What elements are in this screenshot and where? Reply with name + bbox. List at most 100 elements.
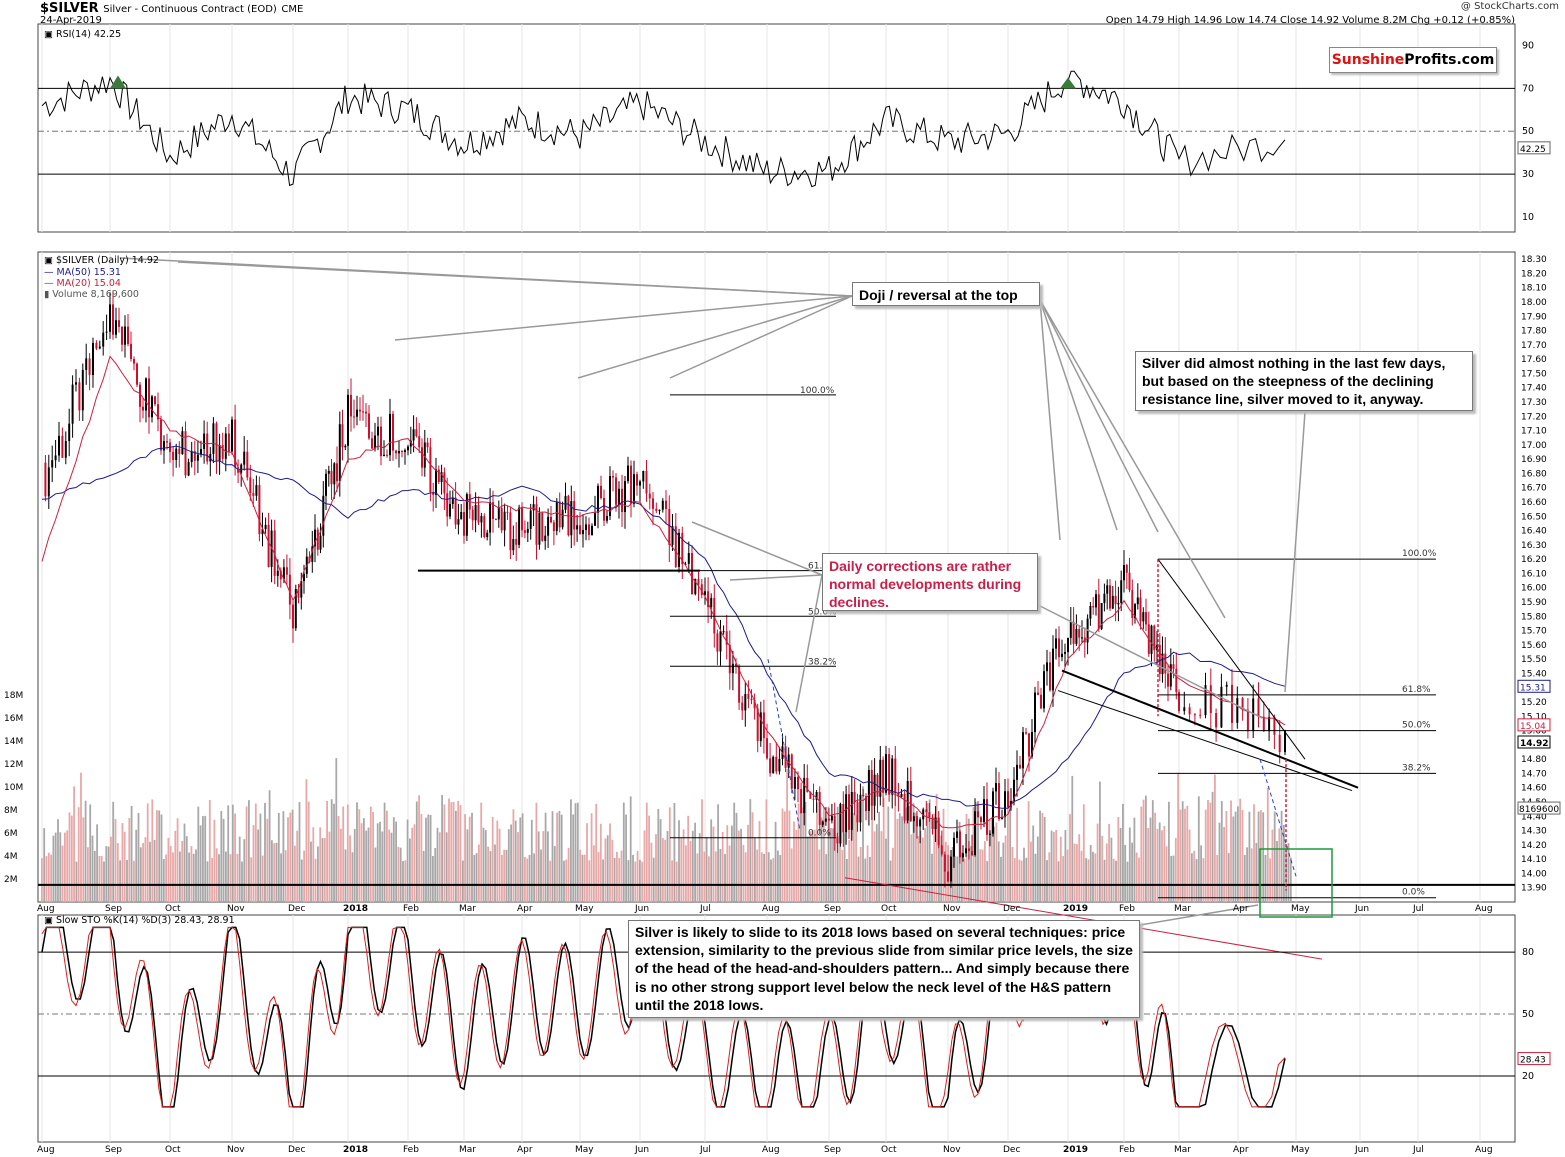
price-candle-body — [738, 665, 741, 703]
volume-bar — [473, 854, 476, 902]
volume-bar — [648, 815, 650, 902]
volume-bar — [468, 816, 471, 902]
price-candle-body — [965, 848, 967, 854]
volume-tick-label: 18M — [4, 691, 23, 701]
volume-bar — [1234, 811, 1237, 902]
price-candle-body — [839, 804, 842, 844]
volume-bar — [1000, 856, 1002, 902]
volume-bar — [1036, 836, 1039, 902]
volume-bar — [595, 803, 598, 902]
volume-bar — [988, 819, 991, 902]
sto-x-tick: Aug — [1475, 1145, 1493, 1155]
volume-bar — [478, 844, 480, 902]
price-candle-body — [437, 469, 440, 482]
volume-bar — [1020, 860, 1023, 902]
price-candle-body — [58, 435, 60, 456]
price-x-tick: Feb — [403, 904, 419, 914]
callout-leader-daily — [691, 521, 823, 576]
volume-bar — [169, 845, 172, 902]
volume-bar — [328, 831, 331, 902]
price-candle-body — [1169, 664, 1172, 687]
rsi-tick-label: 90 — [1522, 40, 1534, 51]
volume-bar — [312, 827, 315, 902]
volume-bar — [908, 806, 910, 902]
price-tick-label: 18.00 — [1521, 298, 1547, 308]
volume-bar — [1032, 825, 1035, 902]
price-candle-body — [142, 406, 144, 411]
volume-bar — [261, 855, 264, 902]
volume-bar — [859, 847, 862, 902]
price-candle-body — [731, 663, 734, 674]
volume-bar — [714, 851, 717, 902]
volume-bar — [110, 836, 112, 902]
price-candle-body — [968, 848, 970, 852]
red-trendline — [844, 877, 1323, 960]
price-candle-body — [600, 485, 602, 499]
price-candle-body — [922, 809, 925, 820]
price-x-tick: Mar — [459, 904, 476, 914]
volume-bar — [135, 829, 138, 902]
price-candle-body — [480, 516, 483, 523]
volume-bar — [889, 860, 892, 902]
price-candle-body — [919, 819, 922, 827]
price-candle-body — [597, 485, 599, 513]
volume-bar — [641, 861, 644, 902]
volume-bar — [489, 851, 492, 902]
price-candle-body — [903, 793, 906, 821]
volume-bar — [855, 815, 857, 902]
volume-bar — [1220, 801, 1223, 902]
volume-bar — [643, 830, 646, 902]
volume-bar — [1027, 801, 1030, 902]
price-candle-body — [722, 631, 725, 633]
price-candle-body — [642, 471, 645, 482]
projection-line — [767, 659, 801, 831]
price-candle-body — [1037, 692, 1039, 695]
price-candle-body — [1061, 653, 1063, 657]
volume-bar — [839, 811, 841, 902]
volume-bar — [717, 804, 719, 902]
fib-right-label: 61.8% — [1402, 685, 1431, 695]
price-candle-body — [891, 758, 894, 795]
volume-bar — [593, 845, 595, 902]
price-candle-body — [956, 831, 958, 838]
price-candle-body — [386, 454, 388, 456]
price-candle-body — [1007, 791, 1009, 808]
sto-x-tick: 2018 — [343, 1145, 368, 1155]
sto-x-tick: Mar — [459, 1145, 476, 1155]
volume-bar — [636, 851, 639, 902]
volume-bar — [404, 860, 407, 902]
sto-legend-text: Slow STO %K(14) %D(3) 28.43, 28.91 — [56, 915, 235, 926]
volume-bar — [1266, 787, 1269, 902]
volume-bar — [1119, 828, 1122, 902]
volume-bar — [749, 799, 752, 902]
volume-bar — [213, 819, 216, 902]
ma20-legend-icon: — — [44, 278, 57, 289]
price-candle-body — [925, 809, 928, 813]
volume-bar — [1073, 843, 1076, 902]
price-candle-body — [51, 460, 54, 468]
price-candle-body — [756, 708, 759, 742]
price-candle-body — [64, 441, 67, 458]
price-candle-body — [1025, 732, 1027, 734]
price-candle-body — [766, 738, 768, 759]
volume-bar — [296, 830, 299, 902]
volume-bar — [1140, 806, 1143, 902]
volume-bar — [1112, 858, 1115, 902]
price-candle-body — [145, 378, 147, 411]
volume-bar — [783, 811, 786, 902]
price-candle-body — [1156, 644, 1158, 651]
price-candle-body — [570, 501, 573, 536]
price-candle-body — [691, 553, 693, 595]
price-candle-body — [362, 411, 364, 413]
volume-bar — [222, 818, 225, 902]
volume-bar — [75, 861, 78, 902]
volume-bar — [659, 819, 662, 902]
sto-legend: ▣ Slow STO %K(14) %D(3) 28.43, 28.91 — [44, 915, 235, 926]
price-candle-body — [541, 512, 544, 541]
volume-bar — [464, 814, 466, 902]
volume-bar — [563, 860, 565, 902]
volume-bar — [1082, 804, 1085, 902]
volume-bar — [961, 852, 963, 902]
volume-bar — [257, 829, 259, 902]
volume-bar — [356, 802, 358, 902]
